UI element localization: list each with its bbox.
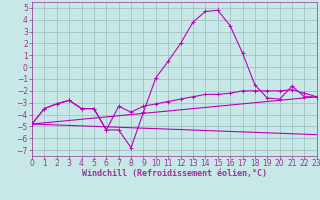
X-axis label: Windchill (Refroidissement éolien,°C): Windchill (Refroidissement éolien,°C) <box>82 169 267 178</box>
